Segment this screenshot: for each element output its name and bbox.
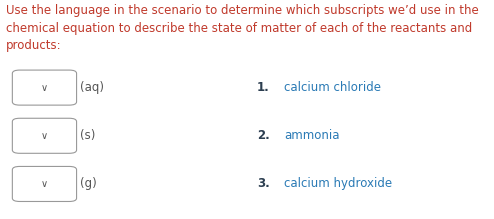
Text: 2.: 2. [257, 129, 270, 142]
FancyBboxPatch shape [12, 166, 77, 201]
FancyBboxPatch shape [12, 118, 77, 153]
Text: calcium hydroxide: calcium hydroxide [284, 177, 392, 191]
Text: ∨: ∨ [41, 179, 48, 189]
Text: 3.: 3. [257, 177, 270, 191]
Text: 1.: 1. [257, 81, 270, 94]
Text: (aq): (aq) [80, 81, 104, 94]
Text: (s): (s) [80, 129, 95, 142]
Text: ∨: ∨ [41, 83, 48, 93]
Text: ammonia: ammonia [284, 129, 339, 142]
FancyBboxPatch shape [12, 70, 77, 105]
Text: calcium chloride: calcium chloride [284, 81, 381, 94]
Text: (g): (g) [80, 177, 97, 191]
Text: Use the language in the scenario to determine which subscripts we’d use in the
c: Use the language in the scenario to dete… [6, 4, 479, 52]
Text: ∨: ∨ [41, 131, 48, 141]
